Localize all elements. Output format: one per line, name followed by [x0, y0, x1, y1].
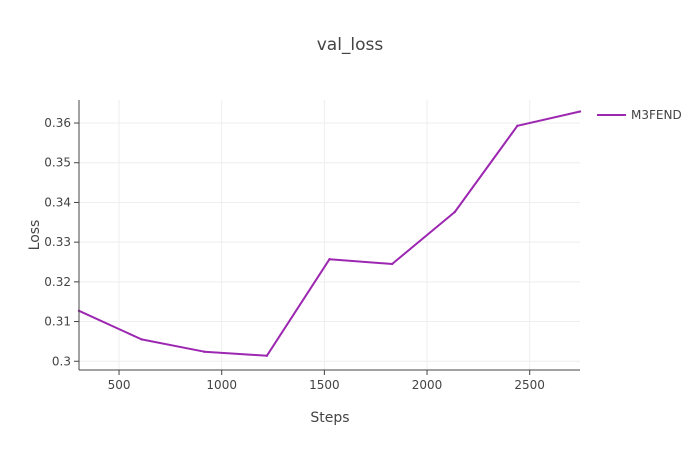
legend[interactable]: M3FEND	[597, 108, 682, 122]
y-axis-title: Loss	[27, 220, 43, 251]
chart-title: val_loss	[317, 35, 384, 55]
data-point[interactable]	[578, 110, 582, 113]
legend-label-m3fend: M3FEND	[631, 108, 682, 122]
y-tick-label: 0.3	[52, 354, 71, 368]
grid	[79, 100, 580, 370]
y-tick-label: 0.31	[44, 315, 71, 329]
data-point[interactable]	[265, 354, 269, 357]
x-tick-label: 500	[108, 378, 131, 392]
y-tick-label: 0.33	[44, 235, 71, 249]
data-point[interactable]	[516, 124, 519, 128]
data-point[interactable]	[453, 210, 456, 214]
y-tick-label: 0.34	[44, 195, 71, 209]
data-point[interactable]	[390, 262, 394, 266]
data-point[interactable]	[203, 350, 206, 353]
data-point[interactable]	[328, 258, 331, 261]
y-axis: 0.3 0.31 0.32 0.33 0.34 0.35 0.36	[44, 116, 79, 368]
series-layer	[77, 110, 582, 357]
series-line-m3fend[interactable]	[78, 110, 581, 357]
x-tick-label: 2000	[412, 378, 443, 392]
y-tick-label: 0.36	[44, 116, 71, 130]
x-axis-title: Steps	[310, 410, 349, 426]
x-tick-label: 1000	[206, 378, 237, 392]
data-point[interactable]	[140, 338, 143, 341]
x-tick-label: 2500	[514, 378, 545, 392]
x-tick-label: 1500	[309, 378, 340, 392]
y-tick-label: 0.32	[44, 275, 71, 289]
x-axis: 500 1000 1500 2000 2500	[108, 370, 545, 392]
y-tick-label: 0.35	[44, 156, 71, 170]
